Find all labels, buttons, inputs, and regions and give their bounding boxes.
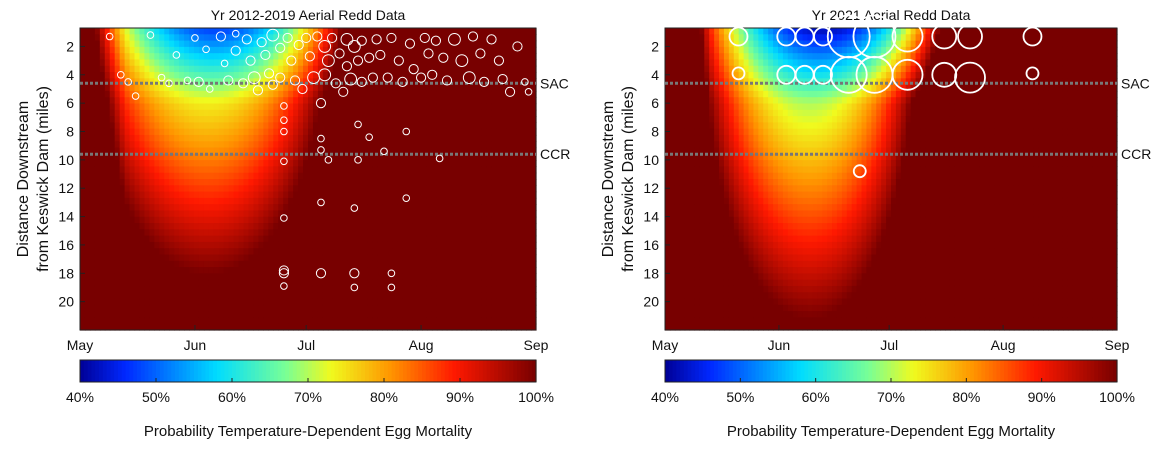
chart-2021: Yr 2021 Aerial Redd DataSACCCR2468101214… <box>580 0 1159 444</box>
colorbar: 40% 50% 60% 70% 80% 90% 100% <box>651 360 1135 405</box>
y-tick-label: 16 <box>58 237 74 253</box>
y-tick-label: 4 <box>651 67 659 83</box>
y-tick-label: 18 <box>643 265 659 281</box>
colorbar-tick-label: 40% <box>651 389 679 405</box>
y-tick-label: 12 <box>643 180 659 196</box>
x-tick-label: Jul <box>297 337 315 353</box>
colorbar-tick-label: 100% <box>518 389 554 405</box>
colorbar-tick-label: 90% <box>1028 389 1056 405</box>
colorbar-label: Probability Temperature-Dependent Egg Mo… <box>727 423 1056 440</box>
y-tick-label: 6 <box>66 95 74 111</box>
y-axis-label: Distance Downstream <box>600 101 617 258</box>
y-tick-label: 8 <box>66 124 74 140</box>
reference-label-sac: SAC <box>1121 75 1150 91</box>
x-tick-label: Aug <box>409 337 434 353</box>
y-tick-label: 16 <box>643 237 659 253</box>
x-tick-label: Jun <box>184 337 207 353</box>
mortality-heatmap <box>80 28 537 331</box>
y-tick-label: 2 <box>651 38 659 54</box>
colorbar-tick-label: 50% <box>726 389 754 405</box>
x-tick-label: Aug <box>991 337 1016 353</box>
y-axis-label: Distance Downstream <box>15 101 32 258</box>
x-tick-label: Sep <box>524 337 549 353</box>
colorbar-tick-label: 90% <box>446 389 474 405</box>
colorbar-tick-label: 80% <box>370 389 398 405</box>
colorbar-tick-label: 60% <box>218 389 246 405</box>
x-tick-label: Sep <box>1105 337 1130 353</box>
chart-panel-2012-2019: Yr 2012-2019 Aerial Redd Data SAC CCR 2 4 6 8 1… <box>0 0 580 444</box>
y-tick-label: 4 <box>66 67 74 83</box>
colorbar-tick-label: 50% <box>142 389 170 405</box>
x-tick-label: Jun <box>768 337 791 353</box>
colorbar-tick-label: 40% <box>66 389 94 405</box>
y-tick-label: 6 <box>651 95 659 111</box>
x-tick-label: May <box>652 337 678 353</box>
colorbar-label: Probability Temperature-Dependent Egg Mo… <box>144 423 473 440</box>
colorbar-tick-label: 80% <box>952 389 980 405</box>
y-tick-label: 20 <box>58 294 74 310</box>
reference-label-ccr: CCR <box>540 146 570 162</box>
y-tick-label: 14 <box>643 209 659 225</box>
chart-2012-2019: Yr 2012-2019 Aerial Redd Data SAC CCR 2 4 6 8 1… <box>0 0 580 444</box>
y-tick-label: 14 <box>58 209 74 225</box>
colorbar-tick-label: 60% <box>802 389 830 405</box>
colorbar: 40% 50% 60% 70% 80% 90% 100% <box>66 360 554 405</box>
colorbar-tick-label: 70% <box>877 389 905 405</box>
chart-title: Yr 2012-2019 Aerial Redd Data <box>211 7 406 23</box>
colorbar-tick-label: 70% <box>294 389 322 405</box>
y-tick-label: 20 <box>643 294 659 310</box>
x-tick-label: May <box>67 337 93 353</box>
y-tick-label: 8 <box>651 124 659 140</box>
y-tick-label: 2 <box>66 38 74 54</box>
reference-label-ccr: CCR <box>1121 146 1151 162</box>
y-axis-label: from Keswick Dam (miles) <box>620 86 637 272</box>
y-tick-label: 18 <box>58 265 74 281</box>
y-axis-label: from Keswick Dam (miles) <box>35 86 52 272</box>
y-tick-label: 10 <box>643 152 659 168</box>
x-tick-label: Jul <box>880 337 898 353</box>
reference-label-sac: SAC <box>540 75 569 91</box>
colorbar-tick-label: 100% <box>1099 389 1135 405</box>
y-tick-label: 12 <box>58 180 74 196</box>
y-tick-label: 10 <box>58 152 74 168</box>
